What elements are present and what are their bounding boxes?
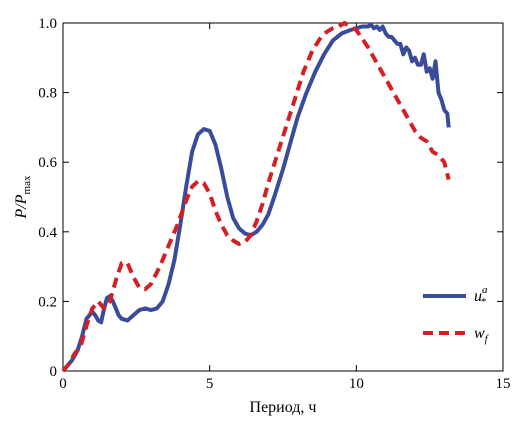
axis-ticks: 0 5 10 15 0 0.2 0.4 0.6 0.8 1.0 bbox=[38, 16, 510, 392]
y-axis-title-main: P/P bbox=[13, 194, 30, 219]
x-tick-label: 10 bbox=[349, 376, 364, 392]
legend-label-series-2: wf bbox=[474, 325, 490, 345]
y-tick-label: 0.8 bbox=[38, 86, 57, 102]
x-tick-label: 5 bbox=[206, 376, 214, 392]
plot-frame bbox=[62, 22, 504, 372]
series-line-2 bbox=[61, 21, 451, 373]
legend-label-series-2-name: w bbox=[474, 325, 485, 342]
y-tick-label: 0.6 bbox=[38, 155, 57, 171]
x-axis-title: Период, ч bbox=[250, 399, 317, 416]
series-lines bbox=[61, 21, 451, 373]
legend: ua * wf bbox=[423, 284, 490, 345]
y-axis-title: P/Pmax bbox=[13, 175, 33, 219]
legend-label-series-1: ua * bbox=[474, 284, 488, 308]
legend-label-series-1-sup: a bbox=[482, 284, 488, 296]
y-tick-label: 0.4 bbox=[38, 225, 57, 241]
y-tick-label: 0.2 bbox=[38, 294, 57, 310]
series-line-1 bbox=[61, 22, 451, 373]
y-tick-label: 1.0 bbox=[38, 16, 57, 32]
y-axis-title-sub: max bbox=[21, 175, 33, 194]
y-tick-label: 0 bbox=[50, 364, 58, 380]
legend-label-series-1-sub: * bbox=[481, 296, 487, 308]
legend-label-series-2-sub: f bbox=[485, 333, 490, 345]
x-tick-label: 0 bbox=[59, 376, 67, 392]
legend-label-series-1-name: u bbox=[474, 288, 482, 305]
x-tick-label: 15 bbox=[496, 376, 511, 392]
